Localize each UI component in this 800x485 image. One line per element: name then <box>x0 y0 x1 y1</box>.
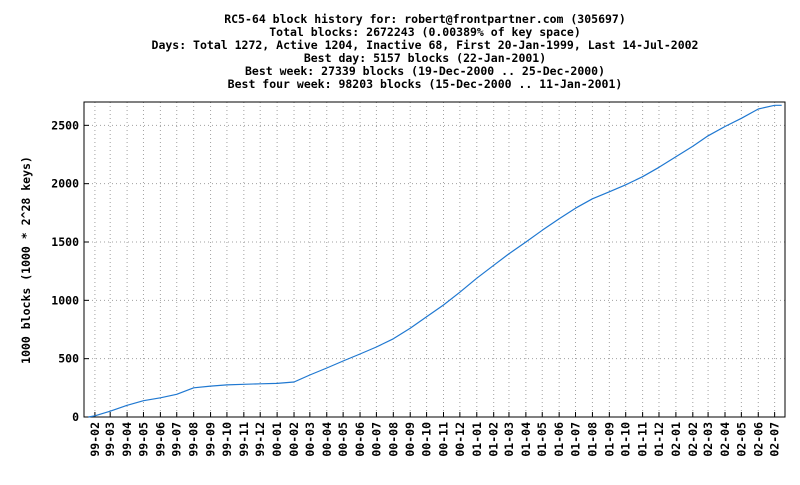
y-tick-label: 1500 <box>51 235 79 249</box>
x-tick-label: 01-05 <box>535 422 549 457</box>
x-tick-label: 99-10 <box>220 422 234 457</box>
x-tick-label: 99-02 <box>88 422 102 457</box>
x-tick-label: 99-04 <box>120 422 134 457</box>
x-tick-label: 02-06 <box>751 422 765 457</box>
title-line: Days: Total 1272, Active 1204, Inactive … <box>152 38 699 52</box>
x-tick-label: 00-11 <box>437 422 451 457</box>
series-line <box>88 104 782 418</box>
x-tick-label: 01-09 <box>602 422 616 457</box>
x-tick-label: 00-05 <box>336 422 350 457</box>
x-tick-label: 01-06 <box>552 422 566 457</box>
title-line: RC5-64 block history for: robert@frontpa… <box>224 12 626 26</box>
x-tick-label: 99-06 <box>153 422 167 457</box>
chart-title: RC5-64 block history for: robert@frontpa… <box>152 12 699 91</box>
x-tick-label: 00-01 <box>270 422 284 457</box>
y-tick-label: 1000 <box>51 293 79 307</box>
title-line: Best four week: 98203 blocks (15-Dec-200… <box>228 77 623 91</box>
x-tick-label: 00-10 <box>420 422 434 457</box>
x-tick-label: 99-07 <box>170 422 184 457</box>
x-tick-label: 00-12 <box>453 422 467 457</box>
y-tick-label: 0 <box>72 410 79 424</box>
grid <box>84 102 785 418</box>
x-tick-label: 01-04 <box>519 422 533 457</box>
series-group <box>88 104 782 418</box>
x-tick-label: 01-02 <box>487 422 501 457</box>
x-tick-label: 02-05 <box>734 422 748 457</box>
x-tick-label: 99-11 <box>237 422 251 457</box>
x-tick-label: 00-07 <box>369 422 383 457</box>
x-tick-label: 01-11 <box>636 422 650 457</box>
y-tick-label: 2000 <box>51 177 79 191</box>
x-tick-label: 01-01 <box>470 422 484 457</box>
x-tick-label: 99-05 <box>136 422 150 457</box>
x-tick-label: 00-03 <box>303 422 317 457</box>
y-tick-label: 2500 <box>51 118 79 132</box>
title-line: Best week: 27339 blocks (19-Dec-2000 .. … <box>245 64 605 78</box>
title-line: Best day: 5157 blocks (22-Jan-2001) <box>304 51 546 65</box>
x-tick-label: 00-06 <box>353 422 367 457</box>
x-tick-label: 00-04 <box>320 422 334 457</box>
axes <box>83 101 786 418</box>
x-tick-label: 99-09 <box>204 422 218 457</box>
x-tick-label: 00-09 <box>403 422 417 457</box>
x-tick-label: 01-12 <box>652 422 666 457</box>
y-axis-label: 1000 blocks (1000 * 2^28 keys) <box>19 156 33 364</box>
x-tick-label: 01-07 <box>569 422 583 457</box>
x-axis-ticks: 99-02 99-03 99-04 99-05 99-06 99-07 99-08 99-09… <box>88 412 782 457</box>
x-tick-label: 01-10 <box>619 422 633 457</box>
x-tick-label: 99-12 <box>253 422 267 457</box>
x-tick-label: 02-02 <box>686 422 700 457</box>
y-tick-label: 500 <box>58 352 79 366</box>
y-axis-ticks: 0 500 1000 1500 2000 2500 <box>51 118 89 424</box>
title-line: Total blocks: 2672243 (0.00389% of key s… <box>269 25 581 39</box>
x-tick-label: 02-04 <box>718 422 732 457</box>
x-tick-label: 02-07 <box>768 422 782 457</box>
plot-frame <box>83 101 786 418</box>
x-tick-label: 99-03 <box>103 422 117 457</box>
x-tick-label: 02-03 <box>701 422 715 457</box>
x-tick-label: 01-03 <box>502 422 516 457</box>
x-tick-label: 00-08 <box>386 422 400 457</box>
x-tick-label: 02-01 <box>669 422 683 457</box>
x-tick-label: 00-02 <box>287 422 301 457</box>
x-tick-label: 01-08 <box>585 422 599 457</box>
x-tick-label: 99-08 <box>187 422 201 457</box>
